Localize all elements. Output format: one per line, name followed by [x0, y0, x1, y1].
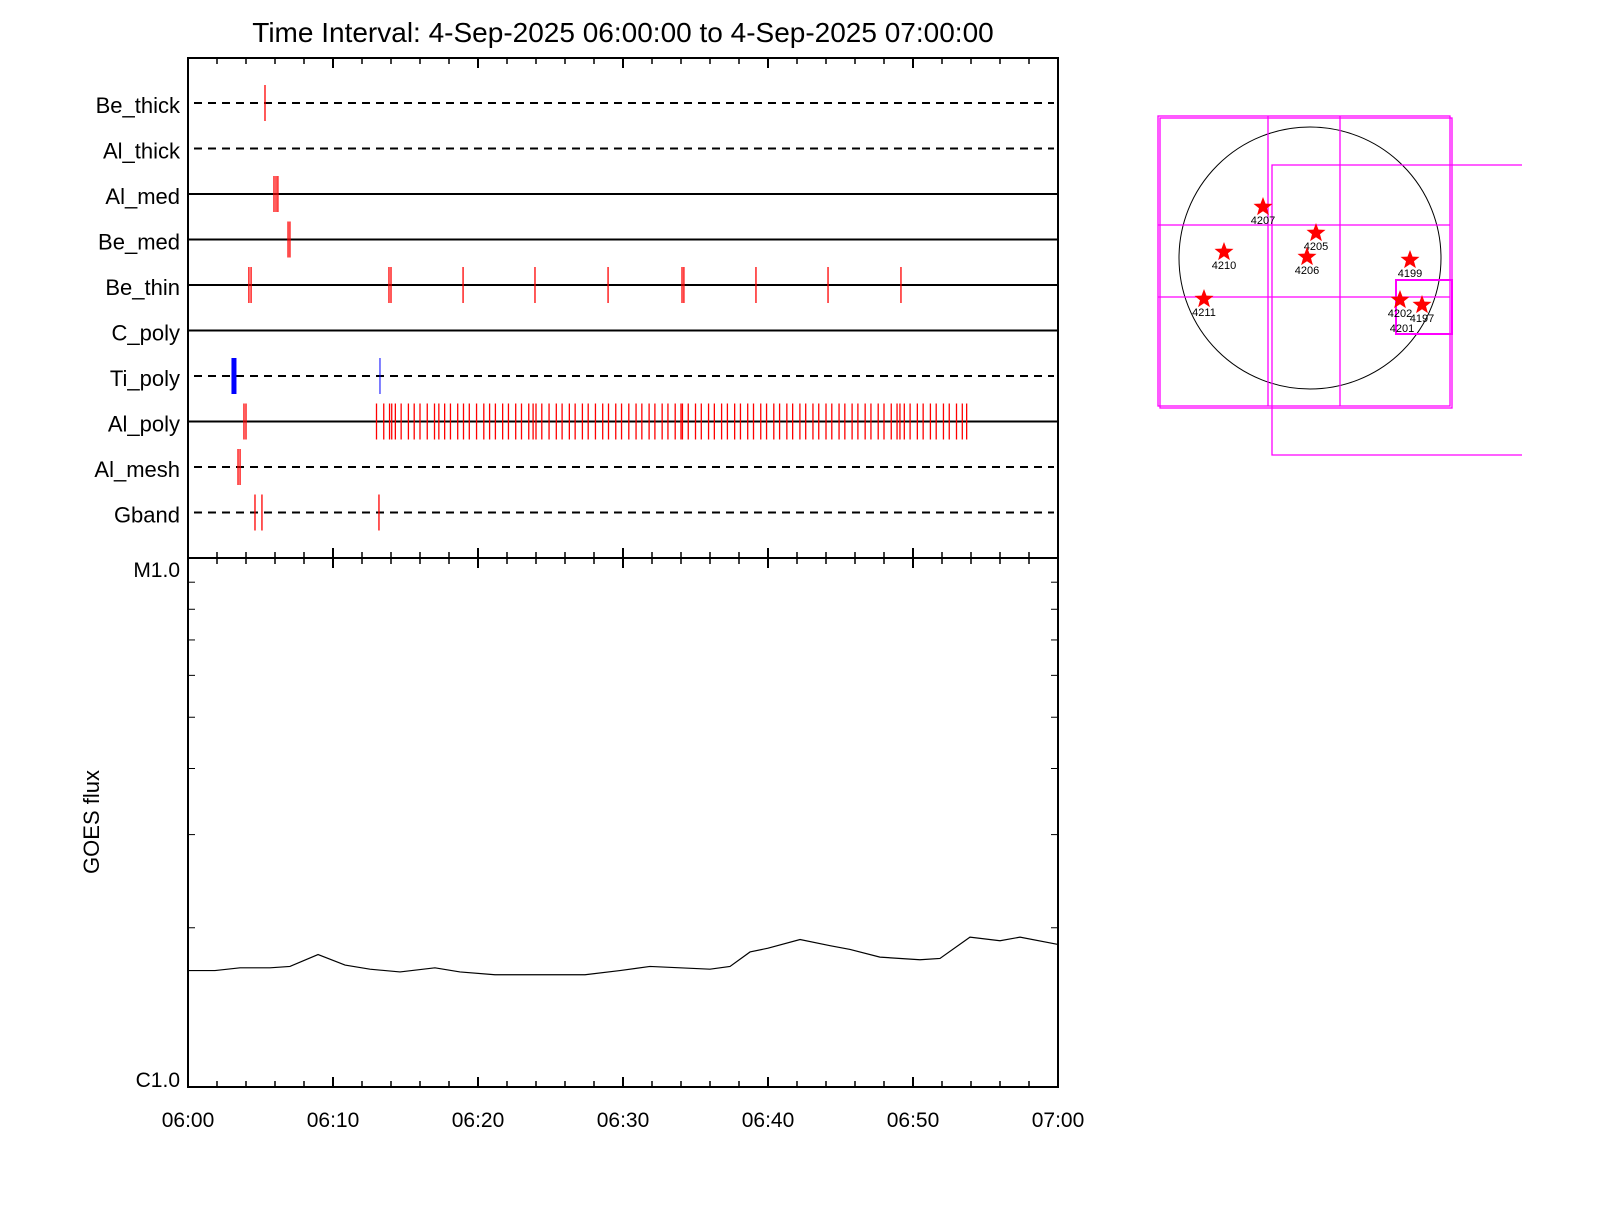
event-panel: Be_thick Al_thick Al_med Be_med Be_thin C_pol…: [94, 57, 1059, 1087]
solar-disk: [1178, 126, 1442, 390]
row-label-al_med: Al_med: [105, 184, 180, 209]
row-label-be_thick: Be_thick: [96, 93, 181, 118]
active-region-label: 4207: [1251, 215, 1275, 227]
x-tick-label: 06:30: [597, 1109, 650, 1132]
active-region-label: 4202: [1388, 308, 1412, 320]
goes-panel-frame: [187, 557, 1059, 1088]
active-region-star: [1253, 197, 1273, 216]
active-region-label: 4199: [1398, 268, 1422, 280]
goes-panel: [187, 557, 1059, 1088]
active-region-label: 4210: [1212, 260, 1236, 272]
active-region-star: [1194, 289, 1214, 308]
active-region-label: 4201: [1390, 323, 1414, 335]
active-region-label: 4197: [1410, 313, 1434, 325]
active-region-star: [1306, 223, 1326, 242]
x-tick-label: 06:10: [307, 1109, 360, 1132]
y-tick-label-top: M1.0: [133, 559, 180, 582]
active-region-star: [1297, 247, 1317, 266]
x-tick-labels: 06:00 06:10 06:20 06:30 06:40 06:50 07:00: [162, 1109, 1085, 1132]
active-region-star: [1390, 290, 1410, 309]
goes-y-axis-label: GOES flux: [79, 770, 104, 874]
goes-flux-line: [188, 936, 1059, 976]
chart-title: Time Interval: 4-Sep-2025 06:00:00 to 4-…: [252, 17, 993, 48]
x-tick-label: 06:00: [162, 1109, 215, 1132]
row-label-be_med: Be_med: [98, 230, 180, 255]
row-label-c_poly: C_poly: [112, 321, 180, 346]
x-tick-label: 06:20: [452, 1109, 505, 1132]
x-tick-label: 07:00: [1032, 1109, 1085, 1132]
row-label-be_thin: Be_thin: [105, 275, 180, 300]
fov-boxes: [1157, 115, 1522, 456]
active-region-label: 4211: [1192, 307, 1216, 319]
row-label-al_mesh: Al_mesh: [94, 457, 180, 482]
active-region-label: 4205: [1304, 241, 1328, 253]
row-label-gband: Gband: [114, 503, 180, 528]
row-label-al_thick: Al_thick: [103, 139, 181, 164]
y-tick-label-bottom: C1.0: [136, 1069, 180, 1092]
x-tick-label: 06:50: [887, 1109, 940, 1132]
row-label-al_poly: Al_poly: [108, 412, 180, 437]
event-panel-frame: [187, 57, 1059, 559]
active-region-star: [1412, 295, 1432, 314]
row-label-ti_poly: Ti_poly: [110, 366, 180, 391]
active-region-label: 4206: [1295, 265, 1319, 277]
active-region-star: [1400, 250, 1420, 269]
active-region-star: [1214, 242, 1234, 261]
x-tick-label: 06:40: [742, 1109, 795, 1132]
